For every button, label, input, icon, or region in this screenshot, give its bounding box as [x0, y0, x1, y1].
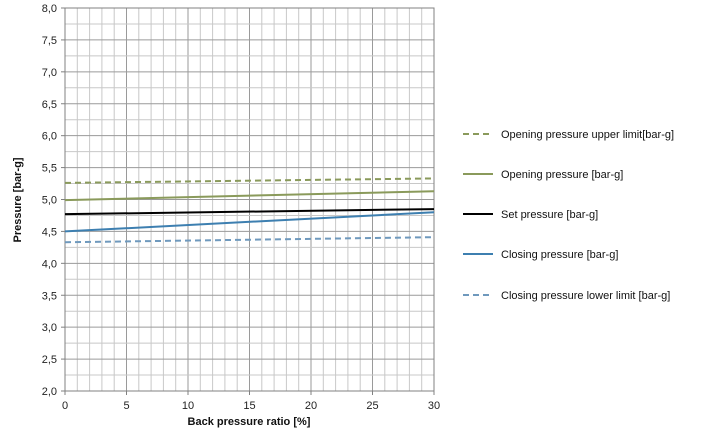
- y-tick-label: 5,5: [42, 163, 57, 175]
- legend: Opening pressure upper limit[bar-g] Openi…: [463, 129, 674, 302]
- x-tick-label: 0: [62, 400, 68, 412]
- y-tick-label: 3,0: [42, 322, 57, 334]
- y-tick-label: 6,5: [42, 99, 57, 111]
- x-tick-label: 25: [366, 400, 378, 412]
- series-line-2: [64, 190, 435, 202]
- x-tick-label: 10: [182, 400, 194, 412]
- series-line-5: [64, 236, 435, 244]
- series-lines: [64, 177, 435, 244]
- legend-label: Set pressure [bar-g]: [501, 209, 598, 221]
- y-tick-label: 5,0: [42, 195, 57, 207]
- legend-label: Opening pressure upper limit[bar-g]: [501, 129, 674, 141]
- x-tick-label: 30: [428, 400, 440, 412]
- legend-label: Closing pressure lower limit [bar-g]: [501, 290, 670, 302]
- tick-labels: 2,0 2,5 3,0 3,5 4,0 4,5 5,0 5,5 6,0 6,5 7,0 7,5 8,0 0…: [42, 3, 440, 412]
- y-tick-label: 7,5: [42, 35, 57, 47]
- y-tick-label: 2,0: [42, 386, 57, 398]
- y-tick-label: 7,0: [42, 67, 57, 79]
- legend-label: Opening pressure [bar-g]: [501, 169, 623, 181]
- y-tick-label: 2,5: [42, 354, 57, 366]
- y-tick-label: 6,0: [42, 131, 57, 143]
- grid: [64, 7, 435, 392]
- x-tick-label: 15: [243, 400, 255, 412]
- x-axis-title: Back pressure ratio [%]: [188, 416, 311, 428]
- y-tick-label: 8,0: [42, 3, 57, 15]
- x-tick-label: 5: [123, 400, 129, 412]
- series-line-1: [64, 177, 435, 184]
- y-tick-label: 3,5: [42, 290, 57, 302]
- axes: [61, 7, 435, 395]
- series-line-4: [64, 211, 435, 233]
- x-tick-label: 20: [305, 400, 317, 412]
- y-tick-label: 4,5: [42, 226, 57, 238]
- series-line-3: [64, 208, 435, 216]
- y-axis-title: Pressure [bar-g]: [12, 157, 24, 242]
- y-tick-label: 4,0: [42, 258, 57, 270]
- legend-label: Closing pressure [bar-g]: [501, 249, 618, 261]
